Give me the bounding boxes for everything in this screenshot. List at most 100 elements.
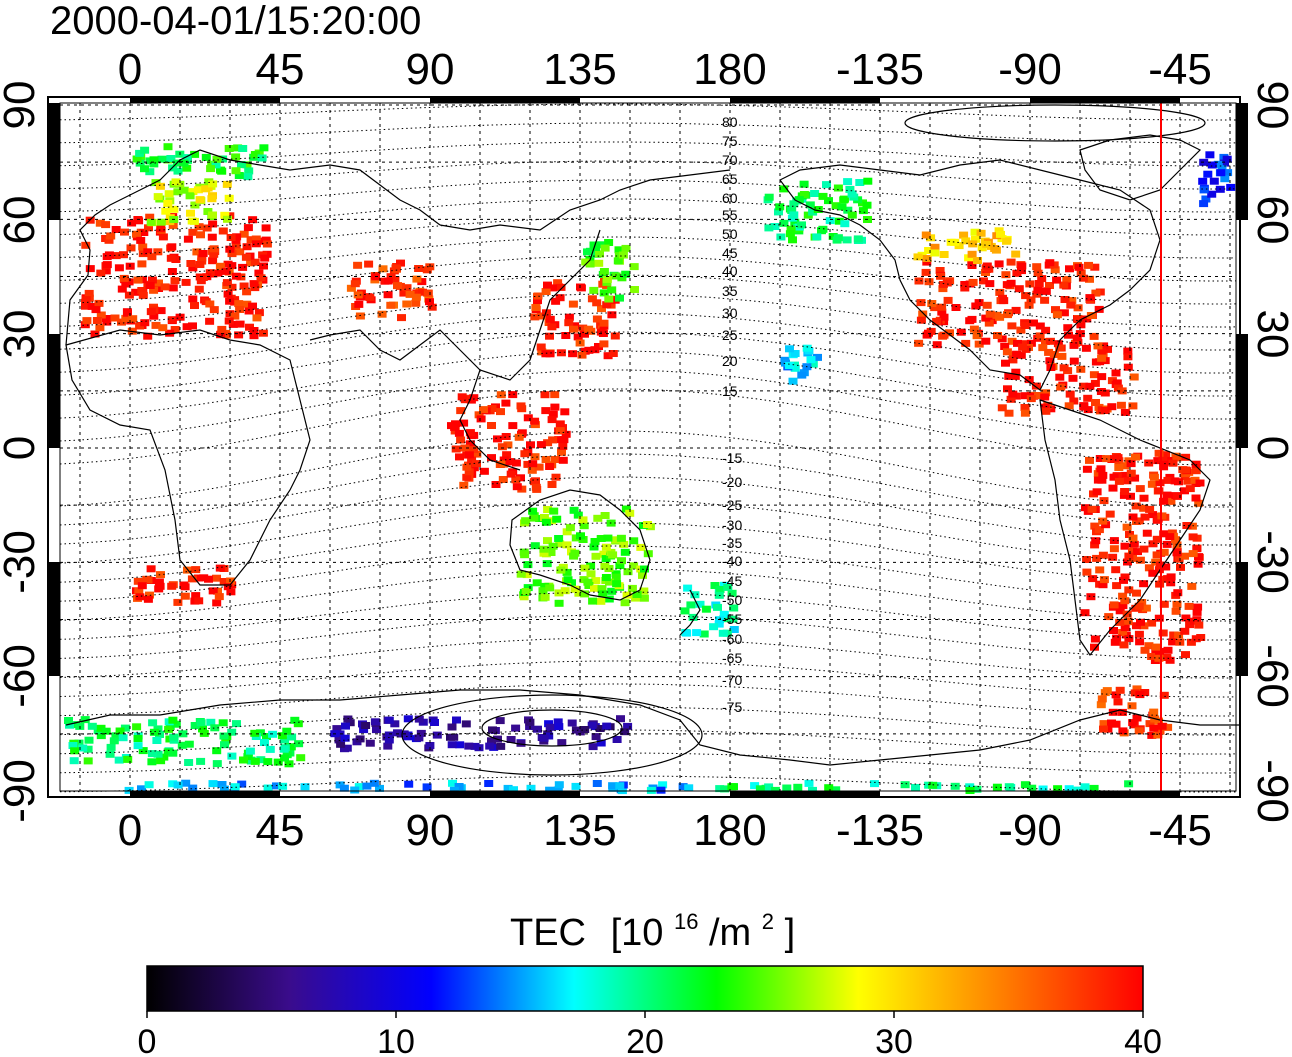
tec-cell-canada — [930, 249, 940, 257]
right-lat-tick: -30 — [1248, 530, 1292, 594]
tec-cell-canada — [990, 245, 1000, 252]
tec-cell-south-america — [1101, 521, 1111, 529]
tec-cell-europe — [167, 316, 177, 324]
maglat-label: -25 — [722, 497, 742, 513]
tec-cell-alaska — [831, 202, 841, 210]
tec-cell-antarctic-west — [169, 733, 179, 741]
tec-cell-australia — [632, 591, 642, 598]
tec-cell-canada — [967, 250, 977, 258]
tec-cell-alaska — [853, 235, 863, 243]
tec-cell-alaska — [863, 177, 873, 185]
tec-cell-central-america — [1016, 351, 1026, 359]
tec-cell-central-asia — [383, 291, 393, 299]
tec-cell-southeast-asia — [514, 433, 524, 441]
tec-cell-southeast-asia — [465, 440, 475, 448]
tec-cell-usa — [1064, 331, 1073, 339]
bottom-lon-tick: -45 — [1148, 806, 1212, 855]
tec-cell-central-asia — [365, 294, 375, 301]
tec-cell-antarctic-east — [616, 715, 625, 723]
tec-cell-antarctic-west — [133, 735, 143, 742]
tec-cell-europe — [209, 250, 219, 258]
tec-cell-europe — [95, 324, 105, 332]
tec-cell-southeast-asia — [487, 454, 496, 462]
tec-cell-south-america — [1082, 568, 1092, 576]
tec-cell-japan-china — [610, 332, 620, 340]
tec-cell-antarctic-east — [620, 728, 630, 736]
tec-cell-europe — [128, 315, 138, 323]
tec-cell-australia — [570, 585, 580, 593]
tec-cell-canada — [922, 255, 932, 262]
tec-cell-europe — [235, 320, 245, 328]
tec-cell-europe — [256, 274, 266, 282]
tec-cell-central-america — [1041, 389, 1051, 397]
tec-cell-southeast-asia — [456, 436, 466, 444]
tec-cell-south-pole-band-2 — [750, 782, 760, 790]
bottom-lon-tick: 0 — [118, 806, 142, 855]
tec-cell-europe — [246, 259, 256, 267]
tec-cell-hawaii — [802, 344, 812, 352]
tec-cell-central-asia — [418, 288, 427, 296]
tec-cell-alaska — [794, 196, 804, 204]
tec-cell-central-america — [1002, 348, 1012, 356]
tec-cell-south-america — [1099, 497, 1109, 505]
tec-cell-southeast-asia — [474, 411, 484, 419]
tec-cell-south-pole-band-2 — [824, 784, 834, 792]
tec-cell-europe — [205, 300, 215, 308]
tec-cell-greenland-east — [1253, 174, 1262, 181]
maglat-contour — [59, 568, 1237, 622]
tec-cell-central-america — [1040, 403, 1050, 411]
tec-cell-arctic-europe — [231, 167, 241, 175]
tec-cell-usa — [918, 310, 928, 318]
tec-cell-central-asia — [383, 277, 393, 285]
tec-cell-south-america — [1139, 504, 1149, 512]
frame-bar-top — [1030, 97, 1180, 103]
tec-cell-alaska — [837, 203, 847, 211]
tec-cell-north-japan — [613, 257, 623, 265]
tec-cell-antarctic-west — [69, 757, 79, 765]
tec-cell-europe — [254, 269, 264, 277]
tec-cell-europe — [151, 321, 161, 329]
tec-cell-south-pole-band — [509, 786, 518, 794]
tec-cell-arctic-europe — [190, 150, 200, 158]
tec-cell-usa — [981, 337, 991, 345]
tec-cell-central-america — [1008, 390, 1018, 398]
tec-cell-south-america — [1159, 463, 1169, 471]
tec-cell-europe — [146, 308, 156, 316]
tec-cell-africa-west — [143, 595, 153, 603]
tec-cell-south-america — [1184, 602, 1194, 610]
top-lon-tick: 135 — [543, 45, 616, 94]
tec-cell-greenland-east — [1259, 186, 1268, 193]
tec-cell-central-america — [1093, 342, 1103, 350]
tec-cell-canada — [939, 251, 949, 258]
tec-cell-south-america — [1120, 624, 1130, 632]
tec-cell-south-pole-band — [369, 779, 379, 787]
tec-cell-central-asia — [353, 291, 363, 299]
tec-cell-usa — [1013, 339, 1022, 347]
maglat-label: 45 — [722, 245, 738, 261]
tec-cell-usa — [1012, 269, 1022, 277]
tec-cell-south-america — [1099, 576, 1109, 584]
tec-cell-europe — [251, 235, 261, 243]
tec-cell-australia — [631, 594, 640, 602]
tec-cell-antarctic-west — [294, 740, 304, 748]
tec-cell-south-america — [1162, 491, 1172, 499]
tec-cell-south-america — [1149, 473, 1159, 481]
tec-cell-south-america — [1098, 581, 1108, 589]
tec-cell-southeast-asia — [451, 445, 461, 453]
tec-cell-usa — [932, 341, 942, 349]
tec-cell-europe — [145, 282, 155, 289]
tec-cell-south-america — [1112, 634, 1122, 642]
tec-cell-australia — [625, 509, 635, 517]
tec-cell-north-japan — [607, 286, 617, 294]
tec-cell-usa — [916, 316, 926, 324]
tec-cell-europe — [140, 319, 150, 327]
tec-cell-australia — [638, 571, 647, 579]
maglat-label: -35 — [722, 535, 742, 551]
tec-cell-australia — [588, 597, 598, 605]
tec-cell-antarctic-east — [567, 719, 577, 727]
tec-cell-antarctic-west — [70, 747, 80, 755]
tec-cell-canada — [970, 228, 980, 236]
tec-cell-greenland-east — [1217, 165, 1227, 173]
frame-bar-right — [1236, 562, 1248, 676]
